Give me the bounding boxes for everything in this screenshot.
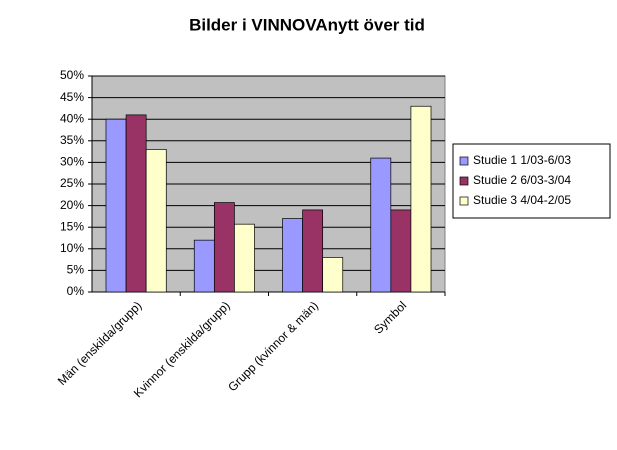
y-tick-label: 35%	[60, 133, 84, 147]
y-tick-label: 20%	[60, 198, 84, 212]
bar	[302, 209, 324, 293]
y-tick-label: 45%	[60, 90, 84, 104]
bar	[234, 223, 255, 293]
bar	[390, 209, 412, 293]
y-tick-label: 50%	[60, 68, 84, 82]
x-tick-label: Symbol	[371, 298, 409, 336]
legend-box	[452, 143, 611, 219]
y-tick-label: 15%	[60, 219, 84, 233]
x-tick-label: Män (enskilda/grupp)	[55, 298, 145, 388]
bar	[213, 202, 235, 293]
bar	[370, 157, 392, 293]
bar	[105, 118, 127, 293]
legend-swatch	[459, 176, 469, 186]
chart-title: Bilder i VINNOVAnytt över tid	[189, 15, 425, 34]
bar	[282, 218, 303, 293]
bar	[145, 149, 167, 293]
x-tick-label: Grupp (kvinnor & män)	[225, 298, 321, 394]
legend-label: Studie 1 1/03-6/03	[473, 153, 571, 167]
bar	[193, 239, 215, 293]
bar	[125, 114, 147, 293]
x-tick-label: Kvinnor (enskilda/grupp)	[131, 298, 233, 400]
y-tick-label: 10%	[60, 241, 84, 255]
legend-swatch	[459, 156, 469, 166]
bar	[322, 257, 344, 293]
legend-swatch	[459, 196, 469, 206]
y-tick-label: 40%	[60, 111, 84, 125]
y-tick-label: 25%	[60, 176, 84, 190]
y-tick-label: 30%	[60, 155, 84, 169]
legend-label: Studie 2 6/03-3/04	[473, 173, 571, 187]
y-tick-label: 0%	[67, 284, 85, 298]
legend-label: Studie 3 4/04-2/05	[473, 193, 571, 207]
y-tick-label: 5%	[67, 263, 85, 277]
bar	[410, 105, 432, 293]
